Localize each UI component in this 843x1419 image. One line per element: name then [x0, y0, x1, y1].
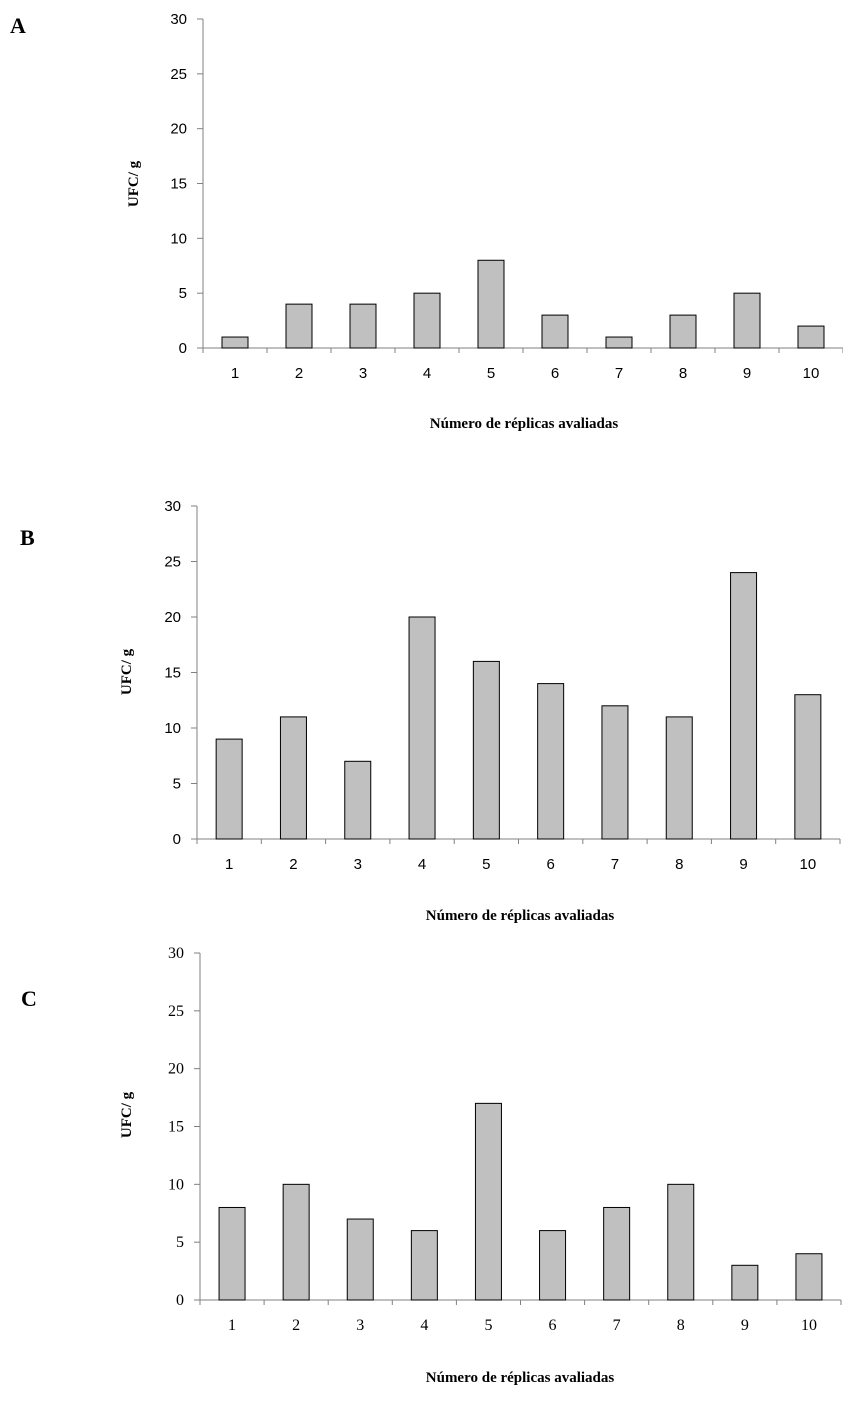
x-tick-label-a-7: 7	[615, 365, 623, 382]
bar-a-4	[413, 292, 441, 349]
y-tick-label-b-0: 0	[173, 831, 181, 848]
panel-letter-b: B	[20, 525, 35, 550]
x-tick-label-c-9: 9	[741, 1317, 749, 1334]
y-tick-label-a-1: 5	[179, 285, 187, 302]
bar-a-2	[285, 303, 313, 349]
bar-a-9	[733, 292, 761, 349]
x-tick-label-c-8: 8	[677, 1317, 685, 1334]
y-tick-label-c-6: 30	[168, 945, 184, 962]
bar-a-8	[669, 314, 697, 349]
bar-b-5	[472, 660, 500, 840]
x-tick-label-c-10: 10	[801, 1317, 817, 1334]
x-tick-label-a-5: 5	[487, 365, 495, 382]
bar-b-2	[279, 716, 307, 840]
y-tick-label-b-3: 15	[164, 665, 181, 682]
bar-c-4	[410, 1230, 438, 1301]
bar-a-6	[541, 314, 569, 349]
bar-c-1	[218, 1206, 246, 1301]
x-tick-label-b-4: 4	[418, 856, 426, 873]
x-tick-label-b-2: 2	[289, 856, 297, 873]
x-tick-label-b-10: 10	[800, 856, 817, 873]
bar-a-5	[477, 259, 505, 349]
panel-letter-a: A	[10, 13, 26, 38]
x-tick-label-a-1: 1	[231, 365, 239, 382]
x-tick-label-b-5: 5	[482, 856, 490, 873]
y-tick-label-b-2: 10	[164, 720, 181, 737]
bar-c-9	[731, 1264, 759, 1301]
y-axis-title-a: UFC/ g	[126, 160, 142, 207]
x-tick-label-a-6: 6	[551, 365, 559, 382]
x-tick-label-a-2: 2	[295, 365, 303, 382]
chart-panel-a: A UFC/ g Número de réplicas avaliadas 0 5…	[10, 11, 843, 432]
y-tick-label-a-3: 15	[170, 176, 187, 193]
bar-b-9	[730, 572, 758, 840]
bar-a-1	[221, 336, 249, 349]
bar-a-10	[797, 325, 825, 349]
x-tick-label-c-4: 4	[420, 1317, 428, 1334]
y-tick-label-c-1: 5	[176, 1234, 184, 1251]
bar-b-1	[215, 738, 243, 840]
y-axis-title-b: UFC/ g	[119, 648, 135, 695]
y-tick-label-c-0: 0	[176, 1292, 184, 1309]
y-tick-label-a-5: 25	[170, 66, 187, 83]
bar-b-4	[408, 616, 436, 840]
x-tick-label-c-2: 2	[292, 1317, 300, 1334]
x-axis-title-a: Número de réplicas avaliadas	[430, 416, 619, 432]
panel-letter-c: C	[21, 986, 37, 1011]
x-tick-label-b-1: 1	[225, 856, 233, 873]
x-tick-label-b-8: 8	[675, 856, 683, 873]
bar-b-8	[665, 716, 693, 840]
y-tick-label-b-1: 5	[173, 776, 181, 793]
bar-c-8	[667, 1183, 695, 1301]
x-tick-label-a-3: 3	[359, 365, 367, 382]
x-tick-label-b-9: 9	[739, 856, 747, 873]
x-tick-label-c-6: 6	[549, 1317, 557, 1334]
chart-panel-b: B UFC/ g Número de réplicas avaliadas 0 5…	[20, 498, 841, 924]
plot-area-c: 0 5 10 15 20 25 30 1 2 3 4 5 6 7 8 9 10	[168, 945, 842, 1334]
y-axis-title-c: UFC/ g	[119, 1091, 135, 1138]
plot-area-a: 0 5 10 15 20 25 30 1 2 3 4 5 6 7 8 9 10	[170, 11, 843, 382]
plot-area-b: 0 5 10 15 20 25 30 1 2 3 4 5 6 7 8 9 10	[164, 498, 841, 873]
y-tick-label-b-4: 20	[164, 609, 181, 626]
y-tick-label-c-5: 25	[168, 1003, 184, 1020]
x-tick-label-b-3: 3	[354, 856, 362, 873]
y-tick-label-a-4: 20	[170, 121, 187, 138]
bar-c-6	[539, 1230, 567, 1301]
y-tick-label-a-2: 10	[170, 230, 187, 247]
x-tick-label-c-1: 1	[228, 1317, 236, 1334]
x-tick-label-b-7: 7	[611, 856, 619, 873]
y-tick-label-b-5: 25	[164, 554, 181, 571]
y-tick-label-c-3: 15	[168, 1119, 184, 1136]
bar-a-7	[605, 336, 633, 349]
chart-panel-c: C UFC/ g Número de réplicas avaliadas 0 5…	[21, 945, 842, 1386]
bar-c-5	[474, 1102, 502, 1301]
x-tick-label-c-5: 5	[484, 1317, 492, 1334]
x-tick-label-a-8: 8	[679, 365, 687, 382]
y-tick-label-c-2: 10	[168, 1176, 184, 1193]
bar-b-7	[601, 705, 629, 840]
y-tick-label-c-4: 20	[168, 1061, 184, 1078]
y-tick-label-a-0: 0	[179, 340, 187, 357]
bar-a-3	[349, 303, 377, 349]
x-tick-label-b-6: 6	[546, 856, 554, 873]
bar-c-10	[795, 1253, 823, 1301]
x-tick-label-a-10: 10	[803, 365, 820, 382]
y-tick-label-a-6: 30	[170, 11, 187, 28]
x-tick-label-c-7: 7	[613, 1317, 621, 1334]
bar-b-10	[794, 694, 822, 840]
x-axis-title-c: Número de réplicas avaliadas	[426, 1370, 615, 1386]
bar-b-3	[344, 760, 372, 840]
x-axis-title-b: Número de réplicas avaliadas	[426, 908, 615, 924]
x-tick-label-a-9: 9	[743, 365, 751, 382]
bar-c-7	[603, 1206, 631, 1301]
x-tick-label-a-4: 4	[423, 365, 431, 382]
bar-b-6	[537, 683, 565, 840]
bar-c-3	[346, 1218, 374, 1301]
y-tick-label-b-6: 30	[164, 498, 181, 515]
bar-c-2	[282, 1183, 310, 1301]
x-tick-label-c-3: 3	[356, 1317, 364, 1334]
